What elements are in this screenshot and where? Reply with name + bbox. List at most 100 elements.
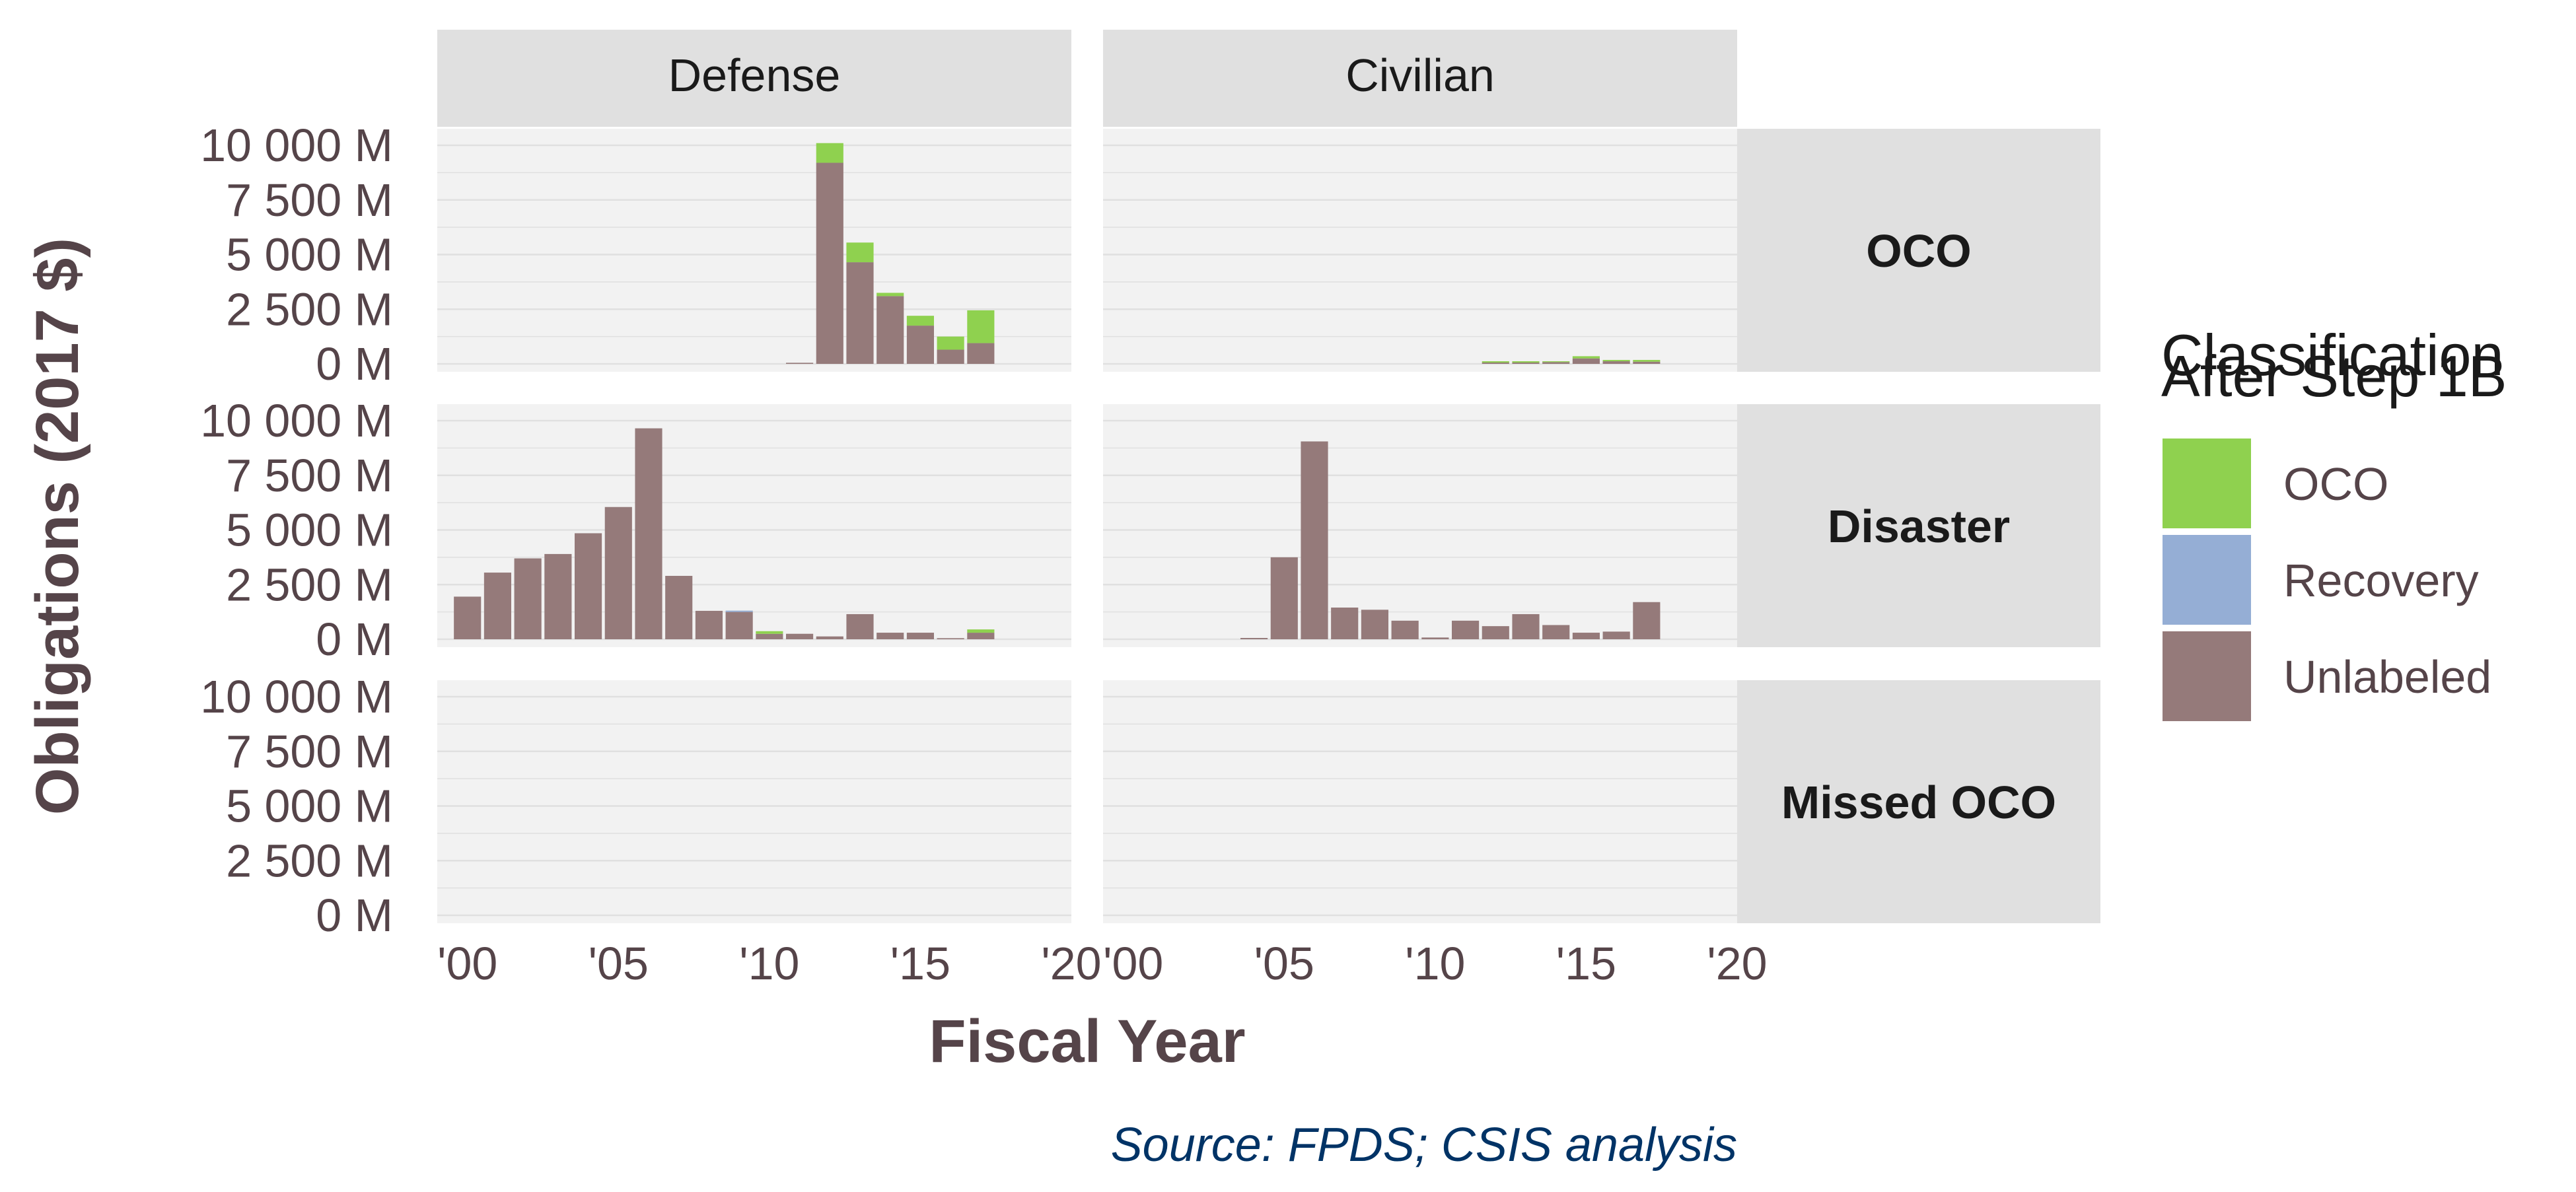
- legend-swatch-recovery: [2160, 532, 2254, 627]
- strip-label-missed-oco: Missed OCO: [1781, 777, 2056, 828]
- y-axis-title: Obligations (2017 $): [24, 238, 91, 815]
- strip-oco: [1737, 129, 2100, 372]
- bar-civilian-oco-2015-unlabeled: [1572, 358, 1600, 364]
- panel-civilian-oco: [1103, 129, 1737, 372]
- x-tick-label: '00: [1103, 938, 1163, 989]
- y-tick-label: 10 000 M: [200, 120, 393, 171]
- bar-civilian-oco-2017-unlabeled: [1633, 361, 1661, 364]
- bar-defense-disaster-2012-unlabeled: [816, 636, 843, 639]
- bar-defense-disaster-2010-oco: [756, 631, 783, 634]
- strip-civilian: [1103, 30, 1737, 127]
- bar-defense-disaster-2017-oco: [967, 629, 995, 633]
- strip-label-defense: Defense: [668, 50, 841, 101]
- bar-civilian-disaster-2012-unlabeled: [1482, 626, 1509, 639]
- bar-civilian-disaster-2005-unlabeled: [1270, 557, 1298, 639]
- bar-defense-oco-2016-unlabeled: [937, 349, 964, 364]
- bar-civilian-disaster-2009-unlabeled: [1391, 620, 1419, 639]
- strip-disaster: [1737, 404, 2100, 647]
- bar-civilian-oco-2016-unlabeled: [1602, 361, 1630, 364]
- bar-defense-disaster-2013-unlabeled: [846, 614, 874, 639]
- legend-label-recovery: Recovery: [2283, 555, 2479, 606]
- bar-defense-oco-2013-unlabeled: [846, 262, 874, 364]
- bar-defense-disaster-2002-unlabeled: [514, 558, 542, 639]
- bar-defense-disaster-2004-unlabeled: [575, 533, 602, 639]
- bar-civilian-oco-2012-unlabeled: [1482, 363, 1509, 364]
- x-tick-label: '20: [1707, 938, 1767, 989]
- bar-defense-oco-2011-unlabeled: [786, 363, 814, 364]
- bar-defense-disaster-2017-unlabeled: [967, 633, 995, 639]
- bar-civilian-disaster-2006-unlabeled: [1301, 441, 1328, 639]
- panel-civilian-disaster: [1103, 404, 1737, 647]
- y-tick-label: 2 500 M: [226, 835, 393, 886]
- bar-civilian-oco-2013-unlabeled: [1512, 363, 1540, 364]
- bar-civilian-disaster-2016-unlabeled: [1602, 631, 1630, 639]
- bar-civilian-oco-2012-oco: [1482, 361, 1509, 363]
- bar-civilian-oco-2014-oco: [1542, 361, 1570, 363]
- y-tick-label: 2 500 M: [226, 559, 393, 610]
- panel-defense-missed-oco: [437, 680, 1071, 923]
- legend-title-line-2: After Step 1B: [2161, 343, 2507, 409]
- strip-label-civilian: Civilian: [1345, 50, 1495, 101]
- y-tick-label: 10 000 M: [200, 671, 393, 722]
- bar-defense-oco-2014-unlabeled: [877, 296, 904, 364]
- y-tick-label: 0 M: [316, 614, 393, 665]
- strip-defense: [437, 30, 1071, 127]
- bar-defense-disaster-2015-unlabeled: [906, 633, 934, 639]
- x-tick-label: '15: [890, 938, 950, 989]
- x-tick-label: '05: [1254, 938, 1314, 989]
- panel-defense-disaster: [437, 404, 1071, 647]
- bar-defense-disaster-2016-unlabeled: [937, 638, 964, 639]
- y-tick-label: 10 000 M: [200, 395, 393, 446]
- bar-defense-oco-2016-oco: [937, 336, 964, 350]
- y-tick-label: 7 500 M: [226, 174, 393, 226]
- x-tick-label: '20: [1041, 938, 1101, 989]
- bar-civilian-oco-2013-oco: [1512, 361, 1540, 363]
- caption: Source: FPDS; CSIS analysis: [1111, 1119, 1737, 1172]
- legend-swatch-unlabeled: [2160, 629, 2254, 724]
- bar-defense-disaster-2009-unlabeled: [725, 612, 753, 639]
- bar-civilian-disaster-2004-unlabeled: [1240, 638, 1268, 639]
- x-tick-label: '10: [1405, 938, 1465, 989]
- legend-swatch-oco: [2160, 436, 2254, 531]
- bar-civilian-disaster-2007-unlabeled: [1331, 608, 1359, 639]
- y-tick-label: 0 M: [316, 890, 393, 941]
- bar-defense-oco-2017-unlabeled: [967, 343, 995, 364]
- strip-label-oco: OCO: [1866, 225, 1971, 277]
- y-tick-label: 5 000 M: [226, 229, 393, 281]
- bar-civilian-disaster-2011-unlabeled: [1452, 620, 1480, 639]
- bar-civilian-oco-2017-oco: [1633, 360, 1661, 362]
- y-tick-label: 2 500 M: [226, 283, 393, 335]
- panel-defense-oco: [437, 129, 1071, 372]
- bar-defense-disaster-2011-unlabeled: [786, 633, 814, 639]
- strip-label-disaster: Disaster: [1828, 501, 2010, 552]
- bar-defense-disaster-2005-unlabeled: [604, 507, 632, 639]
- x-tick-label: '05: [589, 938, 649, 989]
- legend-title-line-1: Classification: [2161, 322, 2503, 388]
- bar-defense-disaster-2001-unlabeled: [483, 573, 511, 639]
- bar-defense-disaster-2010-unlabeled: [756, 633, 783, 639]
- bar-defense-oco-2013-oco: [846, 242, 874, 263]
- panel-civilian-missed-oco: [1103, 680, 1737, 923]
- x-tick-label: '15: [1556, 938, 1616, 989]
- x-axis-title: Fiscal Year: [929, 1008, 1245, 1075]
- bar-civilian-disaster-2015-unlabeled: [1572, 633, 1600, 639]
- bar-defense-oco-2017-oco: [967, 310, 995, 343]
- x-tick-label: '00: [437, 938, 497, 989]
- bar-defense-oco-2015-unlabeled: [906, 326, 934, 364]
- y-tick-label: 7 500 M: [226, 450, 393, 501]
- bar-defense-disaster-2003-unlabeled: [544, 553, 572, 639]
- bar-civilian-disaster-2014-unlabeled: [1542, 625, 1570, 639]
- y-tick-label: 7 500 M: [226, 726, 393, 777]
- bar-defense-disaster-2006-unlabeled: [635, 428, 662, 639]
- bar-civilian-disaster-2008-unlabeled: [1361, 610, 1388, 639]
- bar-civilian-oco-2014-unlabeled: [1542, 362, 1570, 364]
- legend-label-unlabeled: Unlabeled: [2283, 651, 2491, 703]
- bar-civilian-disaster-2017-unlabeled: [1633, 602, 1661, 639]
- legend-label-oco: OCO: [2283, 458, 2388, 510]
- bar-civilian-oco-2016-oco: [1602, 360, 1630, 362]
- bar-defense-disaster-2009-recovery: [725, 610, 753, 612]
- y-tick-label: 5 000 M: [226, 505, 393, 556]
- bar-defense-oco-2012-unlabeled: [816, 162, 843, 365]
